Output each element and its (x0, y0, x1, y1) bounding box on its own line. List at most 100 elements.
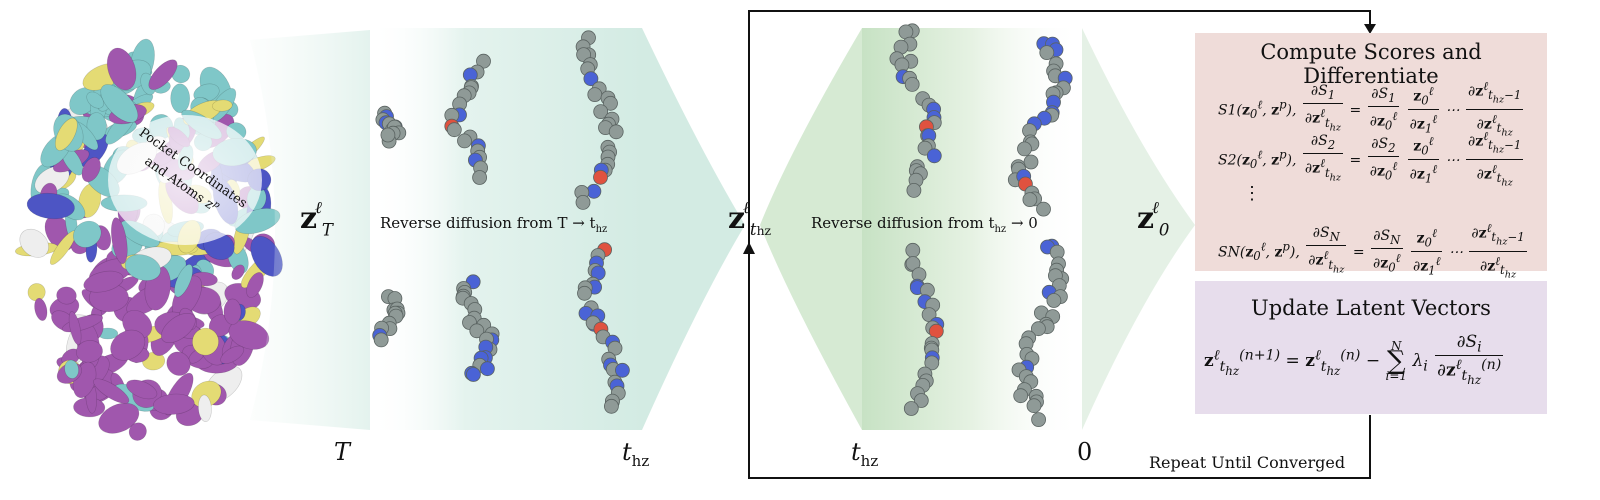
protein-lobe (111, 217, 128, 265)
feedback-loop (748, 10, 1371, 479)
protein-lobe (106, 47, 137, 91)
update-panel-title: Update Latent Vectors (1251, 296, 1491, 320)
atom (1031, 321, 1046, 337)
protein-lobe (56, 286, 77, 305)
loop-top-line (748, 10, 1371, 245)
atom (903, 401, 919, 416)
protein-lobe (198, 394, 212, 422)
protein-lobe (220, 345, 245, 364)
atom (906, 182, 922, 198)
stage2-caption: Reverse diffusion from thz → 0 (811, 214, 1038, 235)
atom (608, 124, 624, 140)
protein-lobe (170, 83, 191, 114)
atom (1017, 141, 1032, 157)
protein-lobe (34, 297, 48, 321)
label-z-0: zℓ0 (1137, 198, 1170, 240)
protein-lobe (19, 228, 49, 258)
fan-right-stage1 (642, 28, 745, 430)
protein-lobe (231, 264, 245, 280)
atom (575, 194, 591, 210)
protein-lobe (152, 393, 195, 415)
protein-lobe (192, 327, 219, 356)
update-panel: Update Latent Vectors (1195, 296, 1547, 320)
protein-lobe (128, 422, 147, 441)
atom (904, 77, 920, 92)
score-equation-N: SN(z0ℓ, zp), ∂SN ∂zℓthz = ∂SN ∂z0ℓ z0ℓ ∂z1ℓ… (1218, 221, 1527, 281)
atom (603, 95, 618, 111)
label-z-T: zℓT (300, 198, 333, 240)
protein-lobe (126, 379, 158, 400)
fan-left-stage2 (760, 28, 862, 430)
protein-lobe (93, 378, 130, 404)
protein-lobe (110, 329, 146, 361)
protein-lobe (100, 84, 139, 123)
protein-lobe (98, 402, 140, 434)
scores-panel-title: Compute Scores and Differentiate (1260, 40, 1482, 88)
protein-lobe (212, 99, 233, 112)
update-panel-bg (1195, 281, 1547, 414)
protein-lobe (160, 312, 196, 344)
score-equation-1: S1(z0ℓ, zp), ∂S1 ∂zℓthz = ∂S1 ∂z0ℓ z0ℓ ∂z1ℓ… (1218, 79, 1524, 139)
atom (928, 323, 944, 339)
label-z-thz: zℓthz (728, 198, 772, 240)
atom (583, 71, 599, 87)
axis-T: T (334, 438, 351, 466)
atom (465, 367, 481, 382)
atom (593, 169, 608, 185)
protein-lobe (27, 283, 46, 302)
atom (607, 340, 623, 356)
molecule-clouds (372, 23, 1073, 428)
atom (604, 398, 619, 414)
atom (924, 355, 940, 371)
atom (1022, 192, 1038, 208)
loop-label: Repeat Until Converged (1149, 453, 1346, 472)
atom (446, 122, 462, 138)
protein-lobe (246, 272, 264, 298)
atom (1013, 388, 1029, 404)
atom (577, 285, 592, 301)
loop-arrowhead-down (1364, 24, 1376, 34)
protein-lobe (148, 59, 178, 90)
protein-lobe (223, 298, 242, 325)
axis-thz-2: thz (851, 438, 879, 470)
protein-lobe (72, 220, 102, 248)
protein-lobe (166, 351, 191, 376)
score-equation-2: S2(z0ℓ, zp), ∂S2 ∂zℓthz = ∂S2 ∂z0ℓ z0ℓ ∂z1ℓ… (1218, 129, 1524, 189)
protein-surface-image (15, 38, 283, 441)
atom (1031, 412, 1046, 428)
stage1-caption: Reverse diffusion from T → thz (380, 214, 608, 235)
atom (913, 393, 929, 408)
loop-arrowhead-up (743, 242, 755, 254)
atom (587, 87, 603, 102)
atom (593, 104, 609, 119)
protein-lobe (81, 157, 101, 183)
atom (476, 53, 491, 69)
atom (926, 148, 942, 164)
update-equation: zℓthz(n+1) = zℓthz(n) − N ∑ i=1 λi ∂Si ∂z… (1204, 332, 1504, 388)
axis-0: 0 (1077, 438, 1093, 466)
atom (380, 127, 396, 143)
atom (1039, 45, 1055, 60)
atom (615, 362, 630, 378)
atom (1046, 293, 1062, 308)
protein-lobe (26, 192, 75, 220)
protein-lobe (86, 91, 105, 109)
protein-lobe (83, 270, 124, 293)
atom (373, 332, 389, 348)
atom (1026, 398, 1042, 414)
loop-bottom-line (748, 252, 1371, 479)
protein-lobe (174, 264, 193, 298)
atom (1036, 201, 1051, 217)
protein-lobe (64, 359, 79, 379)
scores-panel: Compute Scores and Differentiate (1195, 40, 1547, 88)
atom (472, 170, 488, 185)
protein-lobe (75, 340, 103, 363)
vdots: ⋮ (1243, 183, 1261, 204)
pocket-ellipse (108, 115, 262, 245)
diffusion-panel-2 (862, 28, 1082, 430)
atom (469, 323, 485, 339)
axis-thz-1: thz (622, 438, 650, 470)
fan-right-stage2 (1082, 28, 1195, 430)
